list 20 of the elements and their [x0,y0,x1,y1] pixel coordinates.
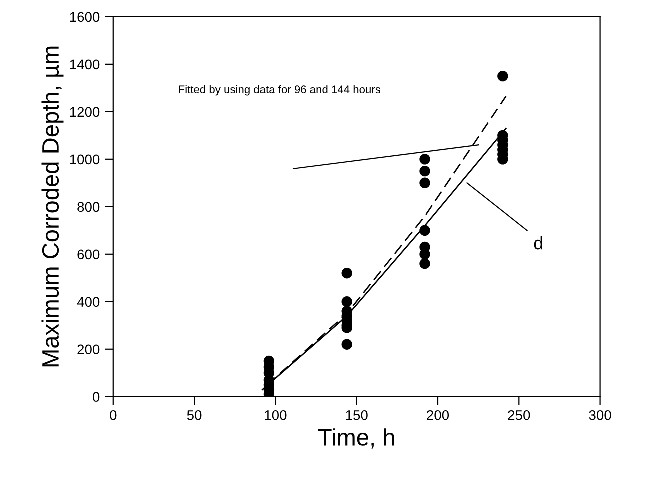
x-tick-label: 0 [110,410,117,420]
y-tick-label: 0 [93,392,100,402]
y-tick-label: 600 [78,250,100,260]
y-tick-label: 1400 [70,60,100,70]
y-tick-label: 400 [77,297,100,308]
x-tick-label: 50 [187,410,202,420]
annotation: Fitted by using data for 96 and 144 hours [179,85,381,96]
x-tick-label: 300 [589,410,612,420]
x-tick-label: 200 [427,410,450,420]
y-tick-label: 1600 [70,12,100,22]
x-tick-label: 150 [346,410,368,420]
x-tick-label: 100 [265,410,287,420]
x-axis-title: Time, h [318,428,394,449]
y-tick-label: 1200 [70,107,100,118]
annotation: d [534,236,542,250]
y-axis-title: Maximum Corroded Depth, µm [42,46,64,367]
x-tick-label: 250 [508,410,530,420]
y-tick-label: 200 [78,344,100,355]
y-tick-label: 1000 [70,154,100,165]
y-tick-label: 800 [78,202,100,212]
